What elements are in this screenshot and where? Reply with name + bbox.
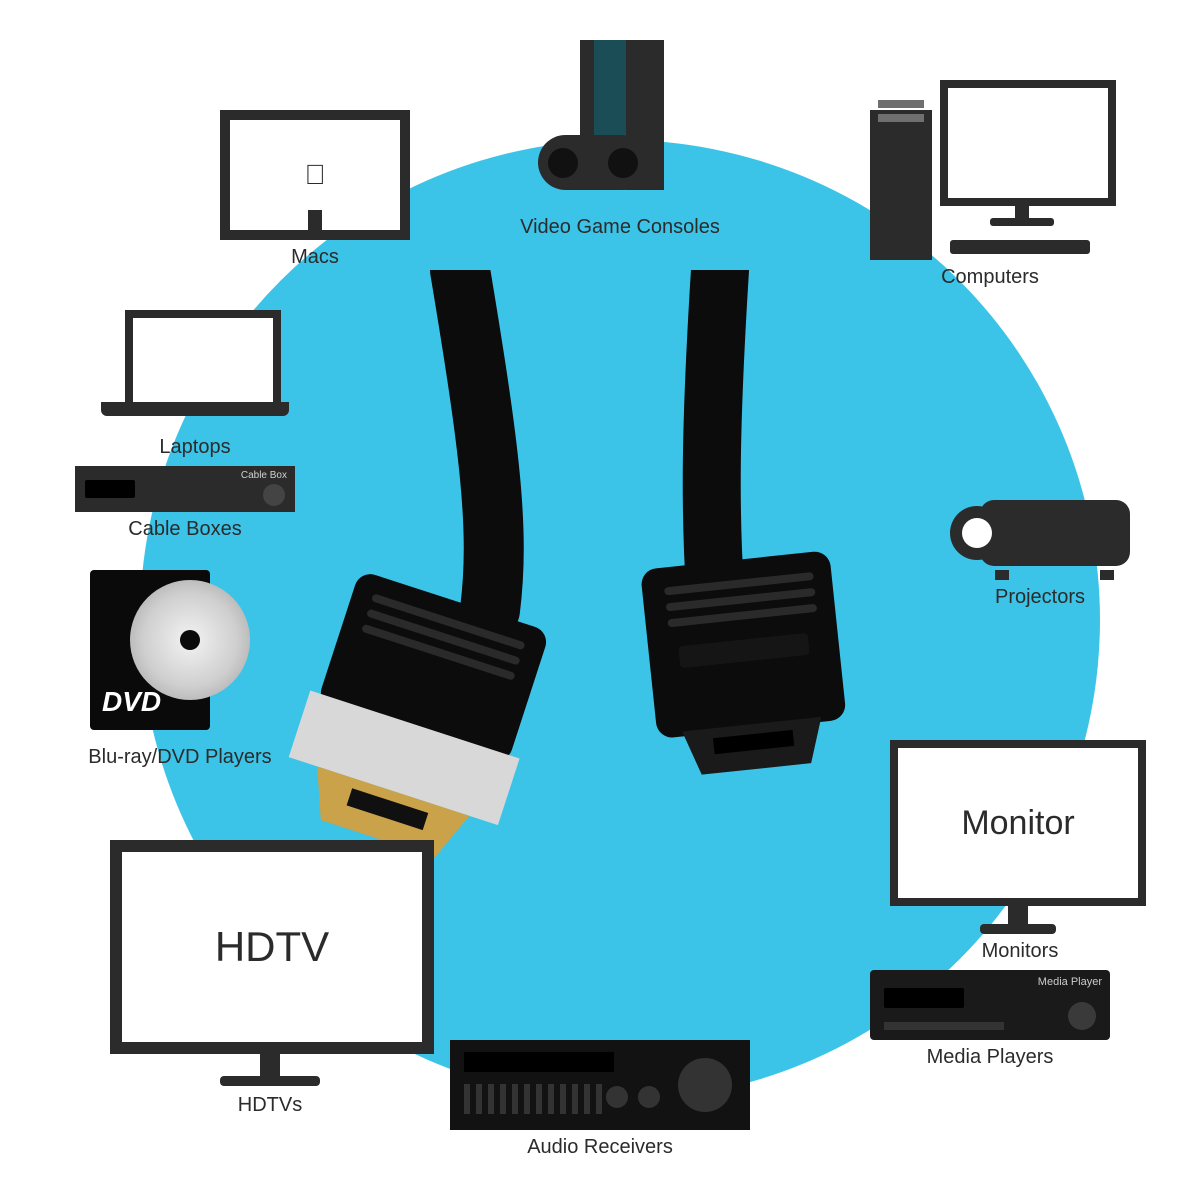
label-mediaplayers: Media Players (927, 1046, 1054, 1069)
device-bluray: DVD Blu-ray/DVD Players (80, 570, 280, 769)
label-projectors: Projectors (995, 586, 1085, 609)
device-laptops: Laptops (90, 310, 300, 459)
device-macs:  Macs (210, 90, 420, 269)
label-computers: Computers (941, 266, 1039, 289)
device-consoles: Video Game Consoles (500, 40, 740, 239)
device-hdtvs: HDTV HDTVs (100, 840, 440, 1117)
device-computers: Computers (860, 80, 1120, 289)
label-cableboxes: Cable Boxes (128, 518, 241, 541)
console-icon (520, 40, 720, 210)
device-mediaplayers: Media Player Media Players (860, 970, 1120, 1069)
label-hdtvs: HDTVs (238, 1094, 302, 1117)
monitor-icon: Monitor (890, 740, 1150, 906)
label-monitors: Monitors (982, 940, 1059, 963)
label-bluray: Blu-ray/DVD Players (88, 746, 271, 769)
label-consoles: Video Game Consoles (520, 216, 720, 239)
mediaplayer-icon: Media Player (870, 970, 1110, 1040)
cablebox-icon: Cable Box (75, 460, 295, 512)
laptop-icon (95, 310, 295, 430)
hdtv-screen-text: HDTV (110, 840, 434, 1054)
mac-icon:  (220, 90, 410, 240)
device-cableboxes: Cable Box Cable Boxes (70, 460, 300, 541)
cablebox-tag: Cable Box (241, 470, 287, 481)
receiver-icon (450, 1040, 750, 1130)
label-audiorecv: Audio Receivers (527, 1136, 673, 1159)
device-projectors: Projectors (930, 490, 1150, 609)
label-laptops: Laptops (159, 436, 230, 459)
projector-icon (940, 490, 1140, 580)
dvd-text: DVD (102, 686, 161, 718)
infographic-stage:  Macs Video Game Consoles Comp (0, 0, 1200, 1200)
bluray-icon: DVD (90, 570, 270, 740)
device-audiorecv: Audio Receivers (440, 1040, 760, 1159)
label-macs: Macs (291, 246, 339, 269)
monitor-screen-text: Monitor (890, 740, 1146, 906)
mediaplayer-tag: Media Player (1038, 976, 1102, 988)
hdtv-icon: HDTV (110, 840, 430, 1054)
computer-icon (870, 80, 1110, 260)
device-monitors: Monitor Monitors (880, 740, 1160, 963)
